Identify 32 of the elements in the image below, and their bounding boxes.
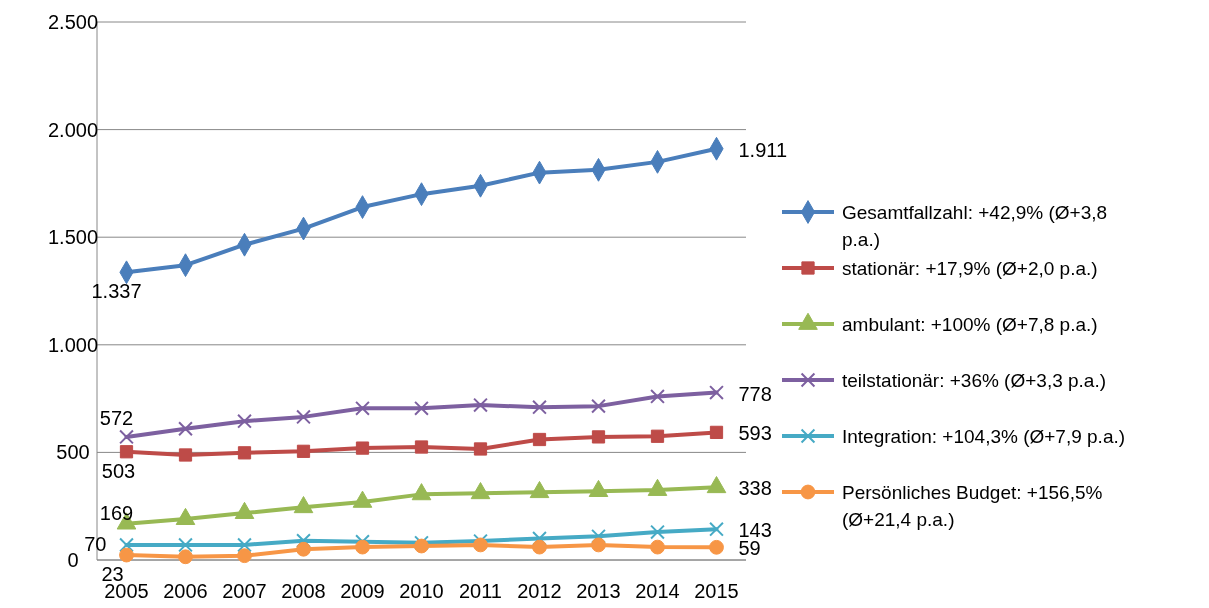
data-label: 1.337: [91, 280, 142, 303]
data-label: 169: [99, 501, 134, 524]
x-tick-label: 2013: [576, 580, 621, 602]
legend-label: Persönliches Budget: +156,5% (Ø+21,4 p.a.): [842, 482, 1103, 530]
x-tick-label: 2014: [635, 580, 680, 602]
x-tick-label: 2006: [163, 580, 208, 602]
x-tick-label: 2009: [340, 580, 385, 602]
x-tick-label: 2010: [399, 580, 444, 602]
y-tick-label: 500: [56, 441, 90, 464]
y-tick-label: 2.500: [47, 11, 99, 33]
legend-label: teilstationär: +36% (Ø+3,3 p.a.): [842, 370, 1107, 391]
y-tick-label: 1.000: [47, 333, 99, 356]
legend-label: Gesamtfallzahl: +42,9% (Ø+3,8 p.a.): [842, 202, 1108, 250]
data-label: 572: [99, 406, 134, 429]
x-tick-label: 2011: [458, 580, 503, 602]
y-tick-label: 1.500: [47, 226, 99, 249]
data-label: 503: [101, 459, 136, 482]
x-tick-label: 2015: [694, 580, 739, 602]
data-label: 338: [738, 477, 772, 500]
data-label: 1.911: [738, 138, 788, 161]
y-tick-label: 0: [67, 549, 79, 571]
legend-label: ambulant: +100% (Ø+7,8 p.a.): [842, 314, 1098, 335]
legend-label: Integration: +104,3% (Ø+7,9 p.a.): [842, 426, 1126, 447]
data-label: 593: [738, 422, 772, 445]
x-tick-label: 2005: [104, 580, 149, 602]
x-tick-label: 2007: [222, 580, 267, 602]
x-tick-label: 2012: [517, 580, 562, 602]
data-label: 778: [738, 382, 772, 405]
data-label: 70: [84, 532, 107, 555]
y-tick-label: 2.000: [47, 118, 99, 141]
x-tick-label: 2008: [281, 580, 326, 602]
legend-label: stationär: +17,9% (Ø+2,0 p.a.): [842, 258, 1098, 279]
